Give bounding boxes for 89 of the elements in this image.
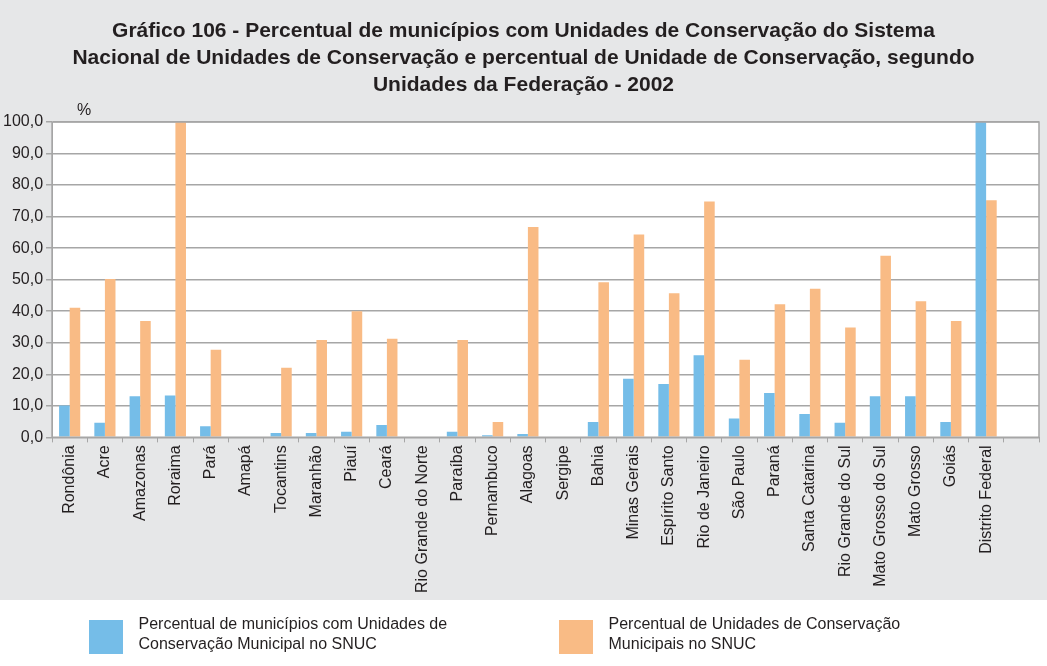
bar <box>129 396 141 437</box>
y-tick-label: 0,0 <box>20 427 44 445</box>
x-tick-label: Tocantins <box>271 445 289 513</box>
bar <box>386 338 398 437</box>
bar <box>517 433 528 437</box>
y-axis-title: % <box>76 101 92 119</box>
x-tick-label: Paraná <box>765 445 783 497</box>
x-tick-label: Amazonas <box>130 445 148 521</box>
y-tick-label: 70,0 <box>11 207 44 225</box>
x-tick-label: Mato Grosso <box>906 445 924 537</box>
bar <box>341 431 352 437</box>
bar <box>623 378 634 437</box>
bar <box>799 414 810 437</box>
bar <box>809 288 821 437</box>
bar <box>94 422 105 437</box>
bar <box>175 122 186 437</box>
y-tick-label: 20,0 <box>11 364 44 382</box>
x-tick-label: Piauí <box>342 444 360 482</box>
x-tick-label: Maranhão <box>306 445 324 518</box>
bar <box>764 392 775 437</box>
x-tick-label: Santa Catarina <box>800 445 818 553</box>
x-tick-label: Pernambuco <box>483 445 501 537</box>
bar <box>739 359 750 437</box>
bar <box>845 327 856 437</box>
x-tick-label: Sergipe <box>553 445 571 501</box>
bar <box>527 227 539 437</box>
bar <box>869 396 881 437</box>
bar <box>270 432 282 437</box>
bar <box>658 384 669 437</box>
bar <box>986 200 997 437</box>
bar <box>210 349 222 437</box>
bar <box>880 255 891 437</box>
bar <box>598 282 609 437</box>
bar <box>950 321 962 437</box>
bar <box>59 405 70 437</box>
bar <box>316 339 327 437</box>
y-tick-label: 10,0 <box>11 396 44 414</box>
bar <box>281 367 292 437</box>
bar <box>457 339 468 437</box>
bar <box>975 122 987 437</box>
x-tick-label: Mato Grosso do Sul <box>870 445 888 587</box>
legend-label: Percentual de municípios com Unidades de Conservação Municipal no SNUC <box>138 614 449 654</box>
bar <box>164 395 176 437</box>
x-tick-label: Roraima <box>165 445 183 506</box>
bar <box>587 421 599 437</box>
bar <box>915 301 927 437</box>
x-tick-label: Espírito Santo <box>659 445 677 546</box>
x-tick-label: Ceará <box>377 445 395 489</box>
bar <box>704 201 715 437</box>
x-tick-label: Rondônia <box>60 445 78 514</box>
bar <box>693 355 705 437</box>
x-tick-label: Rio Grande do Sul <box>835 445 853 578</box>
bar <box>140 321 151 437</box>
bar <box>104 279 116 437</box>
x-tick-label: Pará <box>201 445 219 480</box>
x-tick-label: São Paulo <box>729 445 747 520</box>
x-tick-label: Amapá <box>236 445 254 497</box>
bar <box>905 396 916 437</box>
x-tick-label: Alagoas <box>518 445 536 504</box>
bar <box>633 234 645 437</box>
y-tick-label: 100,0 <box>2 112 44 130</box>
x-tick-label: Minas Gerais <box>624 445 642 540</box>
y-tick-label: 60,0 <box>11 238 44 256</box>
y-tick-label: 90,0 <box>11 143 44 161</box>
x-tick-label: Bahia <box>588 445 606 487</box>
y-tick-label: 40,0 <box>11 301 44 319</box>
bar <box>728 418 740 437</box>
chart-title: Gráfico 106 - Percentual de municípios com Unidades de Conservação do Sistema Nacional de Unidades de Conservação e percentual de Unidade de Conservação, segundo Unidades da Federação - 2002 <box>71 17 976 97</box>
x-tick-label: Acre <box>95 445 113 479</box>
bar <box>446 431 458 437</box>
bar <box>834 422 846 437</box>
y-tick-label: 50,0 <box>11 270 44 288</box>
legend-label: Percentual de Unidades de Conservação Municipais no SNUC <box>608 614 902 654</box>
bar <box>376 425 387 437</box>
x-tick-label: Goiás <box>941 445 959 488</box>
y-tick-label: 80,0 <box>11 175 44 193</box>
bar <box>200 426 211 437</box>
x-tick-label: Rio Grande do Norte <box>412 445 430 594</box>
y-tick-label: 30,0 <box>11 333 44 351</box>
bar <box>305 432 317 437</box>
bar <box>940 421 951 437</box>
x-tick-label: Distrito Federal <box>976 445 994 554</box>
x-tick-label: Rio de Janeiro <box>694 445 712 549</box>
bar <box>351 311 363 437</box>
bar <box>668 293 680 437</box>
bar <box>69 307 81 437</box>
bar <box>774 304 786 437</box>
bar <box>492 421 504 437</box>
x-tick-label: Paraíba <box>447 445 465 502</box>
